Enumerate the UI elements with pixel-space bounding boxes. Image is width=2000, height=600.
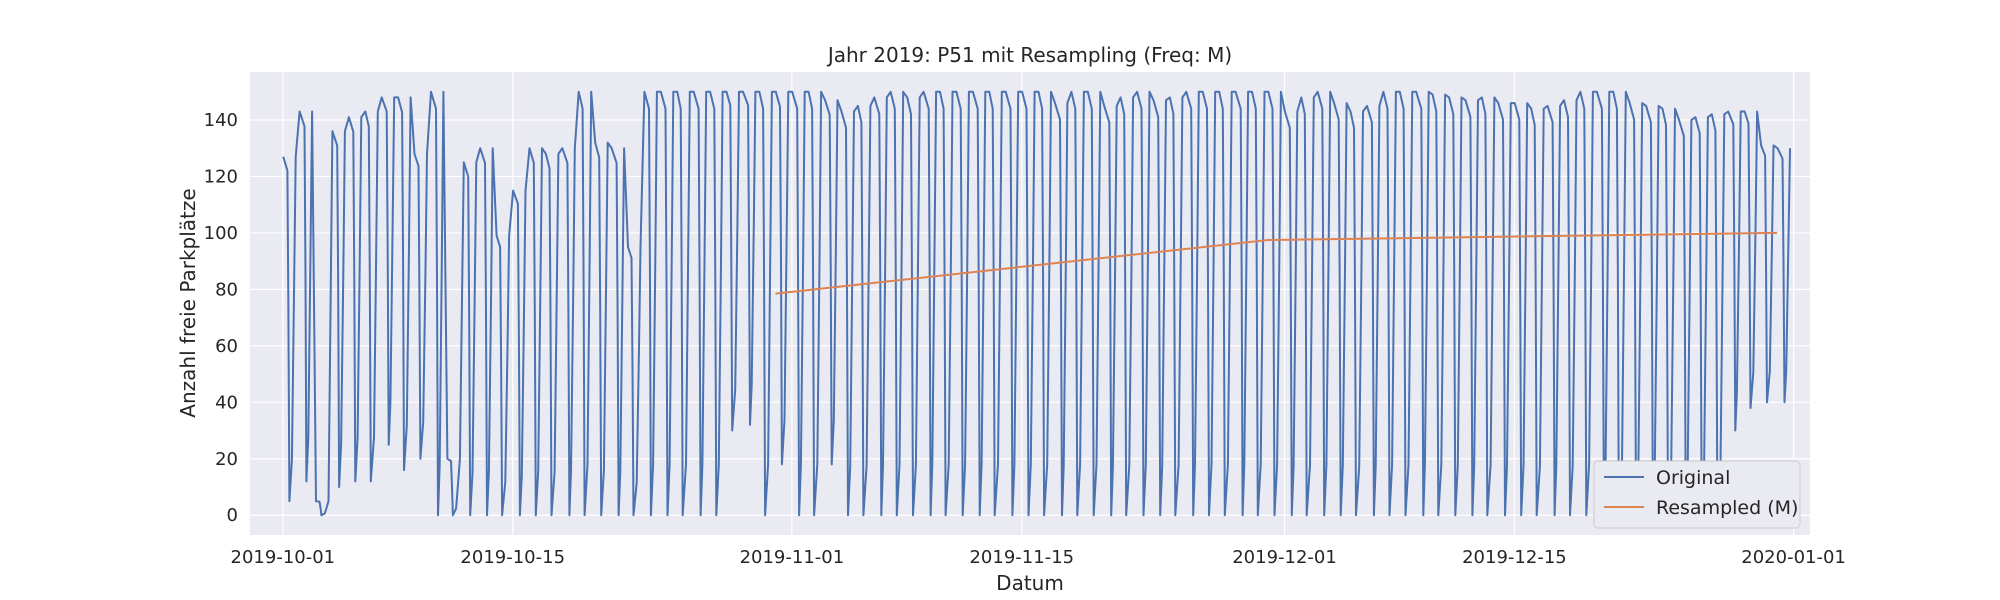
y-tick-label: 140 — [204, 110, 238, 131]
x-axis-label: Datum — [996, 571, 1064, 595]
series-line-resampled — [775, 231, 1778, 295]
x-tick-label: 2019-11-15 — [969, 547, 1074, 568]
series-resampled — [775, 231, 1778, 295]
x-tick-label: 2019-10-15 — [460, 547, 565, 568]
y-tick-label: 40 — [215, 392, 238, 413]
x-tick-label: 2019-12-01 — [1232, 547, 1337, 568]
x-tick-label: 2019-11-01 — [740, 547, 845, 568]
y-tick-label: 100 — [204, 223, 238, 244]
y-axis-label: Anzahl freie Parkplätze — [176, 188, 200, 417]
x-ticks: 2019-10-01 2019-10-15 2019-11-01 2019-11-15… — [231, 547, 1846, 568]
legend-label-original: Original — [1656, 467, 1730, 489]
series-line-original — [282, 90, 1791, 517]
legend-box — [1593, 460, 1801, 529]
x-tick-label: 2019-12-15 — [1462, 547, 1567, 568]
y-ticks: 0 20 40 60 80 100 120 140 — [204, 110, 238, 526]
x-tick-label: 2019-10-01 — [231, 547, 336, 568]
y-tick-label: 80 — [215, 279, 238, 300]
series-original — [282, 90, 1791, 517]
chart-title: Jahr 2019: P51 mit Resampling (Freq: M) — [826, 43, 1232, 67]
y-tick-label: 60 — [215, 336, 238, 357]
y-tick-label: 120 — [204, 166, 238, 187]
y-tick-label: 20 — [215, 449, 238, 470]
y-tick-label: 0 — [227, 505, 238, 526]
legend: Original Resampled (M) — [1593, 460, 1801, 529]
legend-label-resampled: Resampled (M) — [1656, 497, 1798, 519]
x-tick-label: 2020-01-01 — [1741, 547, 1846, 568]
